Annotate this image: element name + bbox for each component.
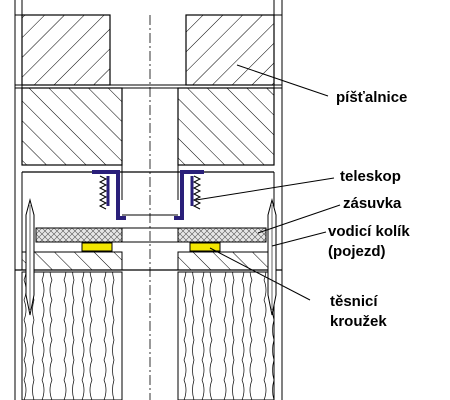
top-board [14,0,283,400]
label-vodici-kolik: vodicí kolík [328,223,410,240]
leader-lines [195,64,341,301]
telescope [92,170,204,220]
lower-wood [21,271,275,400]
label-zasuvka: zásuvka [343,195,402,212]
seal-rings [81,242,221,252]
label-tesnici: těsnicí [330,293,378,310]
upper-block [15,84,282,200]
label-pojezd: (pojezd) [328,243,386,260]
drawer [35,227,267,243]
label-teleskop: teleskop [340,168,401,185]
label-pistalnice: píšťalnice [336,89,407,106]
label-krouzek: kroužek [330,313,387,330]
lower-plate [15,251,282,271]
